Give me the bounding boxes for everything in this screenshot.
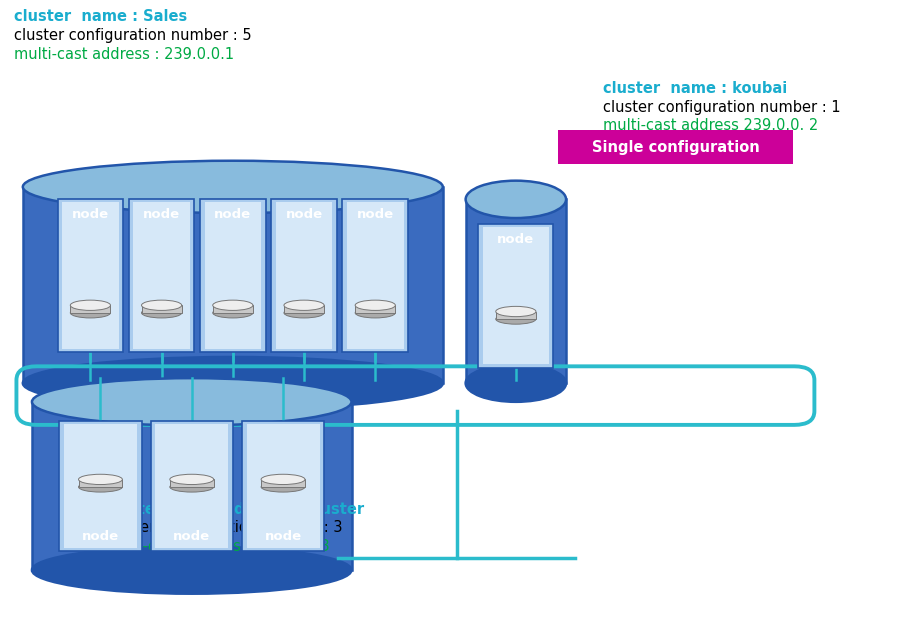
Ellipse shape — [261, 474, 305, 485]
Text: node: node — [215, 208, 251, 221]
FancyBboxPatch shape — [64, 424, 137, 548]
Text: multi-cast address 239.0.0. 2: multi-cast address 239.0.0. 2 — [603, 118, 818, 133]
Text: node: node — [143, 208, 180, 221]
Text: multi-cast address : 239.0.0.1: multi-cast address : 239.0.0.1 — [14, 47, 234, 62]
FancyBboxPatch shape — [142, 305, 182, 313]
FancyBboxPatch shape — [284, 305, 324, 313]
Text: multi-cast address : 239.0.0. 3: multi-cast address : 239.0.0. 3 — [105, 539, 330, 554]
FancyBboxPatch shape — [247, 424, 320, 548]
Ellipse shape — [23, 161, 443, 213]
Ellipse shape — [466, 364, 566, 402]
Ellipse shape — [284, 308, 324, 318]
Ellipse shape — [466, 181, 566, 218]
Ellipse shape — [261, 482, 305, 492]
FancyBboxPatch shape — [200, 199, 266, 352]
Text: Single configuration: Single configuration — [592, 140, 760, 155]
Ellipse shape — [70, 308, 110, 318]
FancyBboxPatch shape — [58, 199, 123, 352]
Ellipse shape — [496, 314, 536, 324]
FancyBboxPatch shape — [133, 202, 190, 349]
FancyBboxPatch shape — [129, 199, 194, 352]
Text: node: node — [72, 208, 109, 221]
Ellipse shape — [70, 300, 110, 310]
Ellipse shape — [142, 308, 182, 318]
Text: node: node — [498, 233, 534, 246]
FancyBboxPatch shape — [23, 187, 443, 383]
Text: cluster  name : develop_cluster: cluster name : develop_cluster — [105, 502, 364, 518]
FancyBboxPatch shape — [205, 202, 261, 349]
Ellipse shape — [355, 308, 395, 318]
FancyBboxPatch shape — [62, 202, 119, 349]
Text: node: node — [82, 530, 119, 543]
Ellipse shape — [213, 308, 253, 318]
Ellipse shape — [142, 300, 182, 310]
FancyBboxPatch shape — [483, 227, 549, 364]
Ellipse shape — [170, 482, 214, 492]
Text: cluster configuration number : 1: cluster configuration number : 1 — [603, 100, 840, 115]
Ellipse shape — [213, 300, 253, 310]
Text: node: node — [357, 208, 394, 221]
Ellipse shape — [32, 378, 352, 426]
FancyBboxPatch shape — [151, 421, 233, 551]
FancyBboxPatch shape — [242, 421, 324, 551]
FancyBboxPatch shape — [276, 202, 332, 349]
Text: cluster configuration number : 5: cluster configuration number : 5 — [14, 28, 251, 43]
FancyBboxPatch shape — [59, 421, 142, 551]
Ellipse shape — [355, 300, 395, 310]
Ellipse shape — [170, 474, 214, 485]
FancyBboxPatch shape — [213, 305, 253, 313]
FancyBboxPatch shape — [478, 224, 553, 368]
FancyBboxPatch shape — [79, 480, 122, 487]
Ellipse shape — [496, 307, 536, 316]
FancyBboxPatch shape — [32, 402, 352, 570]
Ellipse shape — [284, 300, 324, 310]
Text: node: node — [265, 530, 301, 543]
FancyBboxPatch shape — [496, 312, 536, 319]
FancyBboxPatch shape — [466, 199, 566, 383]
FancyBboxPatch shape — [355, 305, 395, 313]
Text: node: node — [286, 208, 322, 221]
FancyBboxPatch shape — [70, 305, 110, 313]
FancyBboxPatch shape — [558, 130, 793, 164]
FancyBboxPatch shape — [261, 480, 305, 487]
FancyBboxPatch shape — [155, 424, 228, 548]
FancyBboxPatch shape — [347, 202, 404, 349]
Ellipse shape — [23, 357, 443, 409]
Ellipse shape — [79, 482, 122, 492]
Text: cluster configuration number : 3: cluster configuration number : 3 — [105, 520, 342, 535]
Text: node: node — [173, 530, 210, 543]
Text: cluster  name : koubai: cluster name : koubai — [603, 81, 787, 96]
FancyBboxPatch shape — [170, 480, 214, 487]
FancyBboxPatch shape — [271, 199, 337, 352]
Ellipse shape — [32, 546, 352, 594]
Ellipse shape — [79, 474, 122, 485]
Text: cluster  name : Sales: cluster name : Sales — [14, 9, 187, 24]
FancyBboxPatch shape — [342, 199, 408, 352]
